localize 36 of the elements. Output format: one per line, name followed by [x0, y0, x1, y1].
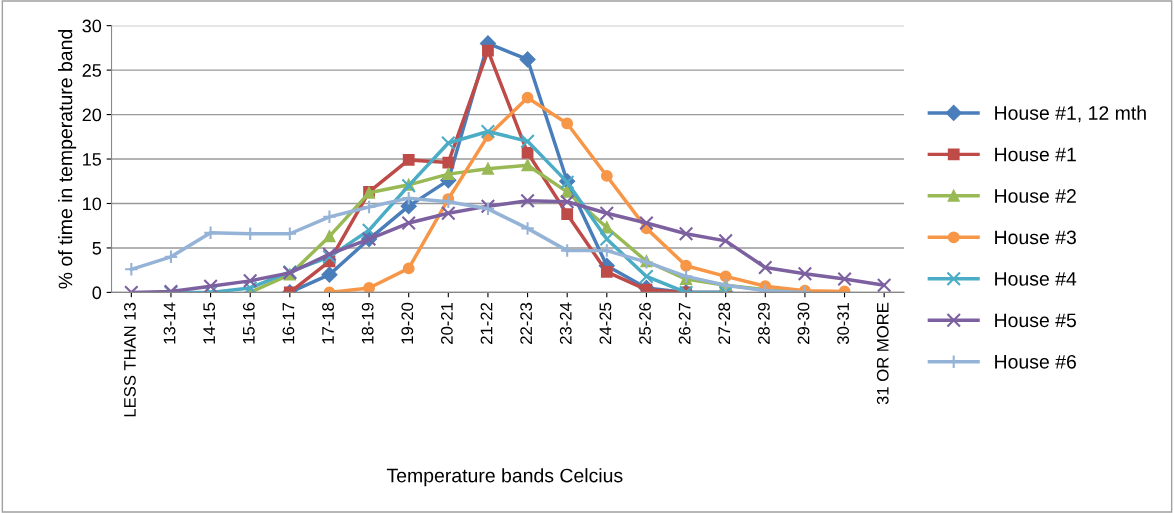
x-tick-label: 26-27	[678, 302, 691, 344]
legend-label: House #1, 12 mth	[995, 105, 1146, 123]
x-tick-label: 19-20	[401, 302, 414, 344]
y-tick-label: 10	[83, 197, 102, 211]
x-tick-label: 29-30	[797, 302, 810, 344]
legend-label: House #5	[995, 313, 1076, 328]
y-tick-label: 0	[92, 286, 102, 300]
x-tick-label: 25-26	[639, 302, 651, 344]
x-tick-label: 27-28	[718, 302, 731, 344]
legend-label: House #2	[995, 189, 1076, 203]
x-tick-label: 30-31	[837, 302, 850, 345]
x-tick-label: 16-17	[282, 302, 295, 344]
legend-label: House #4	[995, 272, 1077, 286]
y-axis-title: % of time in temperature band	[58, 30, 77, 289]
x-tick-label: LESS THAN 13	[124, 302, 136, 417]
x-tick-label: 14-15	[203, 302, 216, 344]
x-tick-label: 24-25	[599, 302, 612, 344]
x-tick-label: 21-22	[480, 302, 493, 344]
x-tick-label: 20-21	[440, 302, 453, 344]
x-tick-label: 23-24	[559, 302, 572, 344]
x-tick-label: 17-18	[322, 302, 334, 344]
y-tick-label: 5	[92, 242, 102, 255]
x-axis-title: Temperature bands Celcius	[386, 468, 623, 487]
y-tick-label: 30	[82, 19, 102, 33]
x-tick-label: 28-29	[757, 302, 770, 344]
x-tick-label: 13-14	[163, 302, 176, 344]
x-tick-label: 15-16	[242, 302, 255, 344]
legend-label: House #6	[995, 354, 1076, 369]
y-tick-label: 15	[83, 153, 102, 166]
x-tick-label: 31 OR MORE	[876, 302, 889, 405]
legend-label: House #1	[995, 147, 1076, 162]
x-tick-label: 18-19	[361, 302, 374, 344]
x-tick-label: 22-23	[520, 302, 533, 344]
y-tick-label: 25	[82, 64, 102, 77]
y-tick-label: 20	[82, 108, 102, 122]
legend-label: House #3	[995, 230, 1076, 245]
